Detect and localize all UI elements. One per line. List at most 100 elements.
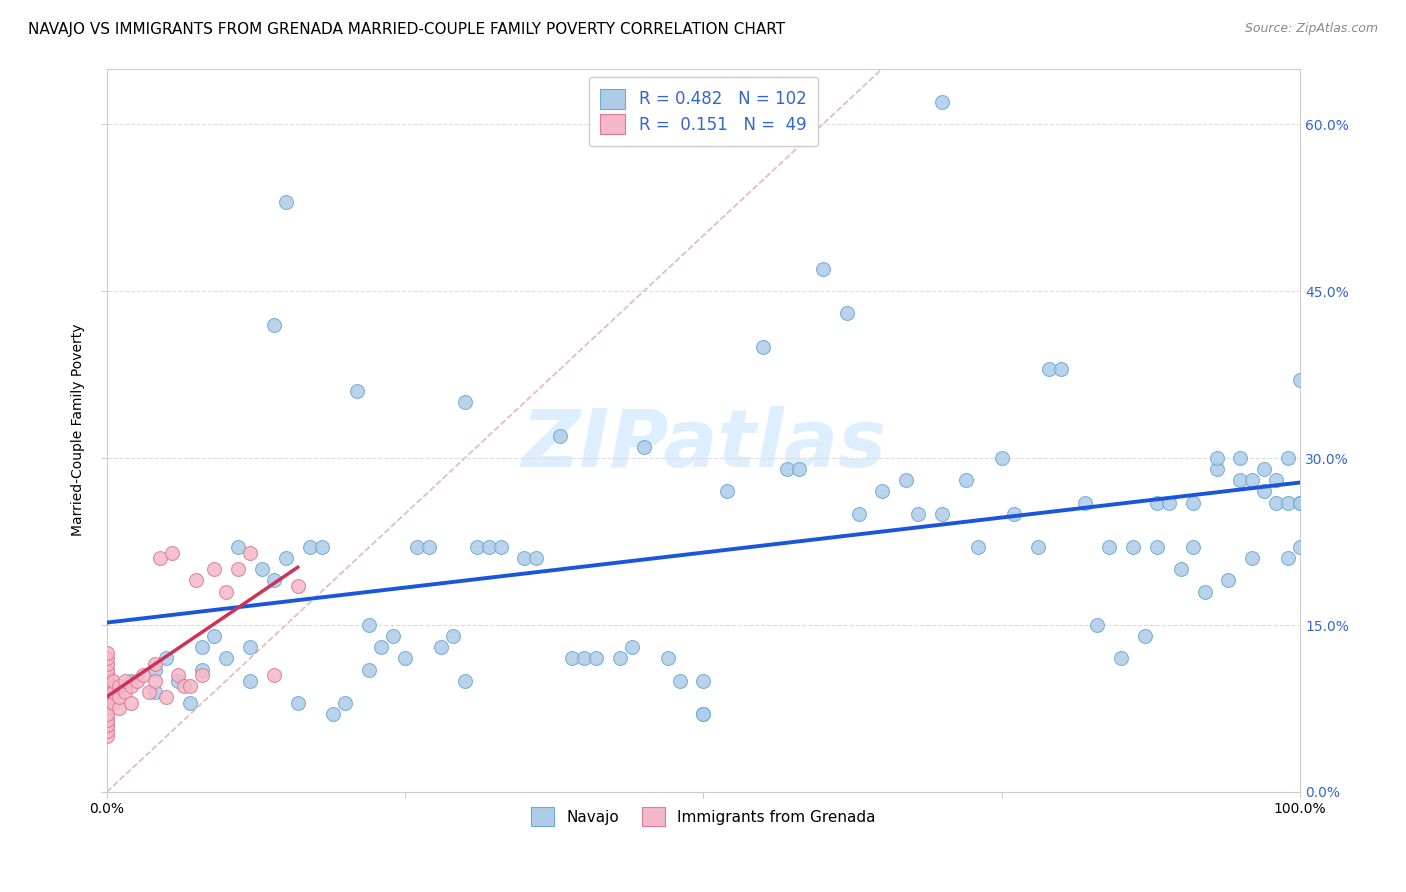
Point	[359, 618, 381, 632]
Point	[96, 701, 118, 715]
Point	[524, 551, 547, 566]
Point	[1205, 451, 1227, 466]
Point	[1289, 495, 1312, 509]
Point	[896, 473, 918, 487]
Point	[96, 707, 118, 722]
Point	[1253, 484, 1275, 499]
Point	[1289, 495, 1312, 509]
Point	[585, 651, 607, 665]
Point	[186, 574, 208, 588]
Point	[1146, 495, 1168, 509]
Point	[1194, 584, 1216, 599]
Point	[96, 718, 118, 732]
Point	[931, 95, 953, 109]
Point	[287, 579, 309, 593]
Point	[215, 584, 238, 599]
Point	[274, 551, 297, 566]
Point	[1050, 362, 1073, 376]
Point	[478, 540, 501, 554]
Point	[1038, 362, 1060, 376]
Point	[1289, 540, 1312, 554]
Point	[202, 562, 225, 576]
Point	[406, 540, 429, 554]
Point	[1109, 651, 1132, 665]
Point	[990, 451, 1012, 466]
Point	[107, 701, 129, 715]
Point	[96, 713, 118, 727]
Point	[955, 473, 977, 487]
Point	[441, 629, 464, 643]
Point	[752, 340, 775, 354]
Point	[1146, 540, 1168, 554]
Point	[454, 673, 477, 688]
Point	[96, 673, 118, 688]
Point	[138, 685, 160, 699]
Point	[167, 673, 190, 688]
Point	[1026, 540, 1049, 554]
Point	[548, 429, 571, 443]
Point	[96, 690, 118, 705]
Point	[1277, 495, 1299, 509]
Point	[311, 540, 333, 554]
Point	[96, 646, 118, 660]
Point	[114, 673, 136, 688]
Point	[191, 668, 214, 682]
Point	[96, 718, 118, 732]
Point	[96, 713, 118, 727]
Point	[382, 629, 405, 643]
Point	[1133, 629, 1156, 643]
Text: Source: ZipAtlas.com: Source: ZipAtlas.com	[1244, 22, 1378, 36]
Point	[1098, 540, 1121, 554]
Point	[114, 685, 136, 699]
Point	[226, 562, 249, 576]
Point	[1181, 495, 1204, 509]
Point	[346, 384, 368, 399]
Point	[430, 640, 453, 655]
Point	[1277, 551, 1299, 566]
Point	[1253, 462, 1275, 476]
Point	[1085, 618, 1108, 632]
Point	[1265, 473, 1288, 487]
Point	[907, 507, 929, 521]
Point	[787, 462, 810, 476]
Point	[96, 665, 118, 679]
Point	[1229, 451, 1251, 466]
Point	[668, 673, 690, 688]
Point	[162, 546, 184, 560]
Point	[1241, 551, 1264, 566]
Point	[633, 440, 655, 454]
Point	[620, 640, 643, 655]
Point	[96, 729, 118, 743]
Point	[226, 540, 249, 554]
Point	[609, 651, 631, 665]
Point	[561, 651, 583, 665]
Point	[1218, 574, 1240, 588]
Point	[692, 707, 714, 722]
Point	[120, 679, 142, 693]
Point	[167, 668, 190, 682]
Point	[96, 685, 118, 699]
Point	[835, 306, 858, 320]
Point	[143, 657, 166, 671]
Point	[179, 696, 201, 710]
Point	[143, 663, 166, 677]
Point	[811, 261, 834, 276]
Point	[143, 673, 166, 688]
Point	[692, 673, 714, 688]
Point	[298, 540, 321, 554]
Point	[1170, 562, 1192, 576]
Point	[96, 679, 118, 693]
Point	[454, 395, 477, 409]
Point	[657, 651, 679, 665]
Point	[250, 562, 273, 576]
Point	[96, 707, 118, 722]
Point	[143, 685, 166, 699]
Point	[96, 668, 118, 682]
Point	[125, 673, 148, 688]
Point	[263, 668, 285, 682]
Point	[107, 679, 129, 693]
Point	[1157, 495, 1180, 509]
Point	[1229, 473, 1251, 487]
Point	[967, 540, 990, 554]
Point	[776, 462, 799, 476]
